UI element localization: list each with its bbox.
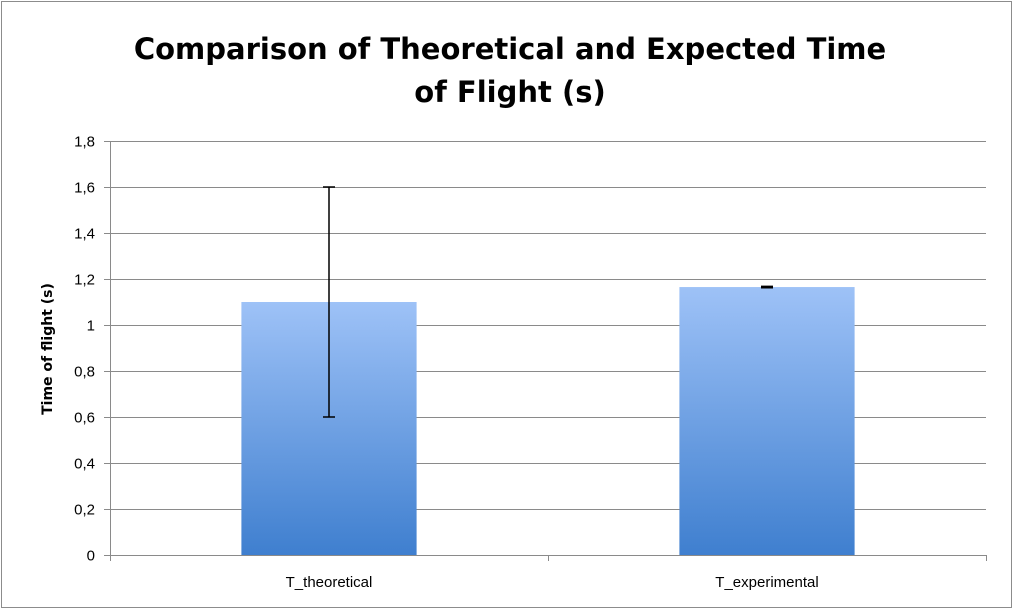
axes [104,141,987,561]
y-tick-label: 0 [87,548,95,565]
y-tick-label: 1,2 [74,272,95,289]
x-tick-label: T_theoretical [286,574,373,591]
y-axis-title: Time of flight (s) [40,283,56,415]
error-bar [323,186,335,418]
bar-t-experimental [679,287,855,555]
y-tick-label: 1,8 [74,134,95,151]
chart-title: Comparison of Theoretical and Expected T… [133,32,887,109]
y-tick-label: 1,6 [74,180,95,197]
error-bar [761,285,773,289]
y-tick-label: 0,6 [74,410,95,427]
y-tick-label: 1,4 [74,226,95,243]
bars [241,287,855,555]
y-tick-label: 1 [87,318,95,335]
y-tick-label: 0,8 [74,364,95,381]
y-tick-label: 0,2 [74,502,95,519]
x-tick-label: T_experimental [715,574,818,591]
y-tick-label: 0,4 [74,456,95,473]
error-bars [323,186,773,418]
tick-labels: 0 0,2 0,4 0,6 0,8 1 1,2 1,4 1,6 1,8 T_theoretical T… [74,134,819,592]
